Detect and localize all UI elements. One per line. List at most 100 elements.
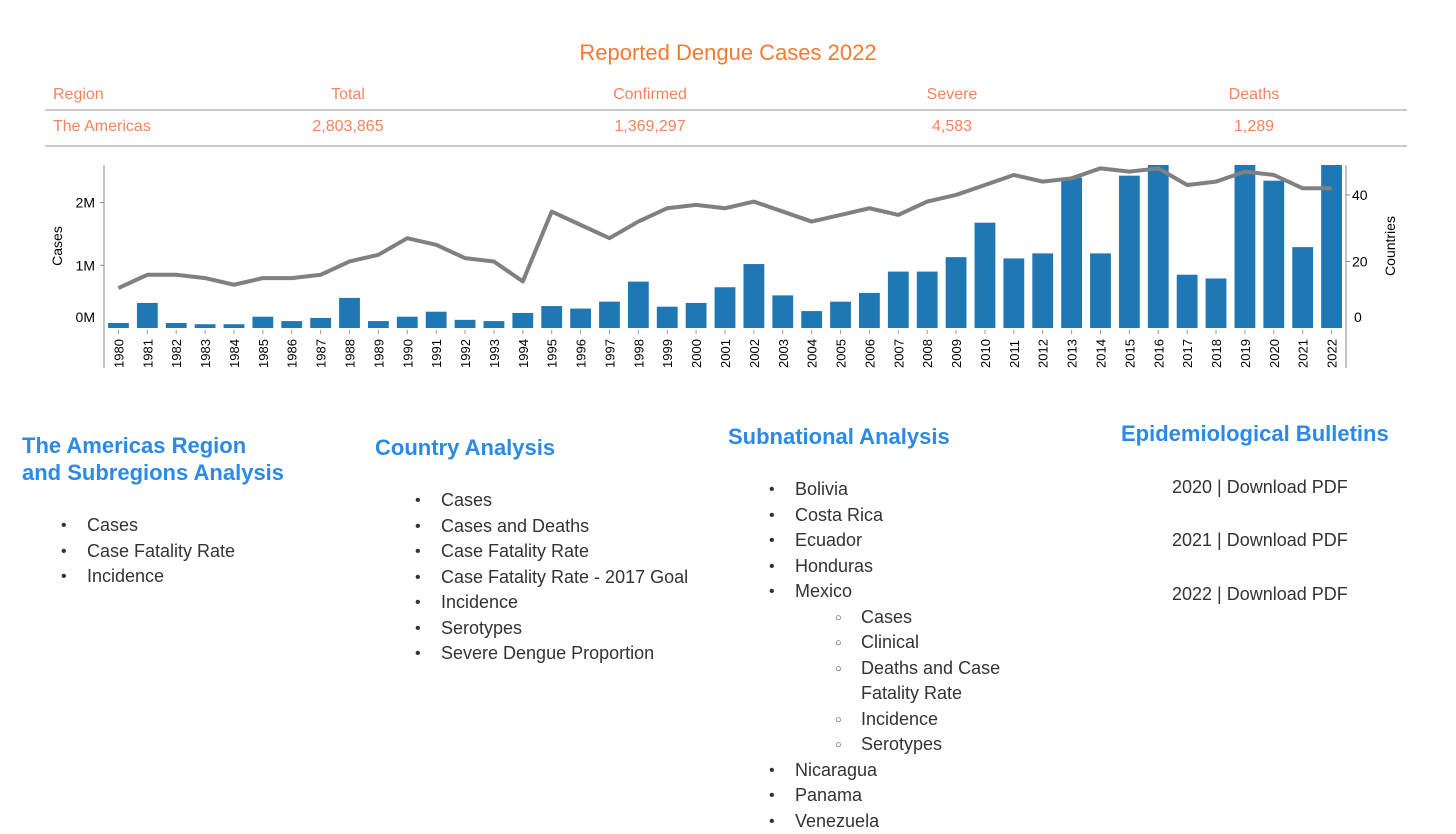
- x-tick-label: 2022: [1325, 339, 1340, 368]
- y-tick-label: 2M: [76, 195, 95, 211]
- x-tick-label: 2002: [747, 339, 762, 368]
- bar-2005: [830, 302, 851, 328]
- bar-2003: [772, 295, 793, 328]
- bar-1994: [512, 313, 533, 328]
- list-item[interactable]: Serotypes: [441, 616, 688, 642]
- bar-1999: [657, 307, 678, 328]
- x-tick-label: 2011: [1007, 340, 1022, 368]
- x-tick-label: 1980: [111, 339, 126, 368]
- bar-2020: [1263, 181, 1284, 328]
- x-tick-label: 2000: [689, 339, 704, 368]
- bar-2009: [946, 257, 967, 328]
- bar-2014: [1090, 253, 1111, 328]
- list-item[interactable]: Incidence: [441, 590, 688, 616]
- bar-1998: [628, 282, 649, 328]
- x-tick-label: 1990: [400, 339, 415, 368]
- section-heading-subnational[interactable]: Subnational Analysis: [728, 423, 950, 450]
- bar-1996: [570, 309, 591, 328]
- sub-list-item[interactable]: Incidence: [795, 707, 1000, 733]
- bar-2007: [888, 272, 909, 328]
- bar-2021: [1292, 247, 1313, 328]
- bar-1988: [339, 298, 360, 328]
- list-item[interactable]: Honduras: [795, 554, 1000, 580]
- list-item[interactable]: Nicaragua: [795, 758, 1000, 784]
- section-heading-americas[interactable]: The Americas Region and Subregions Analy…: [22, 432, 284, 486]
- sub-list-item[interactable]: Deaths and Case: [795, 656, 1000, 682]
- bar-1986: [281, 321, 302, 328]
- bar-1992: [455, 320, 476, 328]
- bar-2013: [1061, 178, 1082, 328]
- bar-2004: [801, 311, 822, 328]
- x-tick-label: 2012: [1036, 339, 1051, 368]
- bar-1993: [484, 321, 505, 328]
- bar-1982: [166, 323, 187, 328]
- x-tick-label: 2020: [1267, 339, 1282, 368]
- list-item[interactable]: Costa Rica: [795, 503, 1000, 529]
- x-tick-label: 2006: [862, 339, 877, 368]
- section-heading-bulletins: Epidemiological Bulletins: [1121, 420, 1389, 447]
- x-tick-label: 2021: [1296, 339, 1311, 368]
- subnational-list: Bolivia Costa Rica Ecuador Honduras Mexi…: [795, 477, 1000, 834]
- x-tick-label: 2009: [949, 339, 964, 368]
- bar-2015: [1119, 176, 1140, 328]
- bulletin-2020-link[interactable]: 2020 | Download PDF: [1172, 477, 1348, 498]
- list-item[interactable]: Incidence: [87, 564, 235, 590]
- bar-2019: [1235, 165, 1256, 328]
- x-tick-label: 1985: [256, 339, 271, 368]
- x-tick-label: 1983: [198, 339, 213, 368]
- bar-1985: [252, 317, 273, 328]
- bar-1990: [397, 317, 418, 328]
- x-tick-label: 2008: [920, 339, 935, 368]
- list-item[interactable]: Venezuela: [795, 809, 1000, 834]
- x-tick-label: 1989: [371, 339, 386, 368]
- list-item[interactable]: Cases: [441, 488, 688, 514]
- x-tick-label: 1998: [631, 339, 646, 368]
- sub-list-item[interactable]: Cases: [795, 605, 1000, 631]
- bulletin-2021-link[interactable]: 2021 | Download PDF: [1172, 530, 1348, 551]
- bar-2006: [859, 293, 880, 328]
- bar-2000: [686, 303, 707, 328]
- x-tick-label: 1996: [574, 339, 589, 368]
- sub-list-item[interactable]: Serotypes: [795, 732, 1000, 758]
- x-tick-label: 2017: [1180, 339, 1195, 368]
- x-tick-label: 1999: [660, 339, 675, 368]
- y2-tick-label: 0: [1354, 309, 1362, 325]
- list-item[interactable]: Panama: [795, 783, 1000, 809]
- x-tick-label: 2005: [834, 339, 849, 368]
- list-item[interactable]: Ecuador: [795, 528, 1000, 554]
- x-tick-label: 2016: [1151, 339, 1166, 368]
- x-tick-label: 2018: [1209, 339, 1224, 368]
- y2-tick-label: 20: [1352, 253, 1368, 269]
- list-item[interactable]: Cases: [87, 513, 235, 539]
- bar-1989: [368, 321, 389, 328]
- list-item[interactable]: Bolivia: [795, 477, 1000, 503]
- list-item[interactable]: Severe Dengue Proportion: [441, 641, 688, 667]
- americas-list: Cases Case Fatality Rate Incidence: [87, 513, 235, 590]
- bar-1997: [599, 302, 620, 328]
- list-item[interactable]: Mexico: [795, 579, 1000, 605]
- section-heading-country[interactable]: Country Analysis: [375, 434, 555, 461]
- bar-2001: [715, 287, 736, 328]
- sub-list-item[interactable]: Clinical: [795, 630, 1000, 656]
- x-tick-label: 1992: [458, 339, 473, 368]
- y-tick-label: 1M: [76, 257, 95, 273]
- list-item[interactable]: Cases and Deaths: [441, 514, 688, 540]
- bar-2012: [1032, 253, 1053, 328]
- list-item[interactable]: Case Fatality Rate: [441, 539, 688, 565]
- x-tick-label: 1994: [516, 339, 531, 368]
- bar-1984: [224, 324, 245, 328]
- country-list: Cases Cases and Deaths Case Fatality Rat…: [441, 488, 688, 667]
- list-item[interactable]: Case Fatality Rate - 2017 Goal: [441, 565, 688, 591]
- y2-tick-label: 40: [1352, 187, 1368, 203]
- bar-1987: [310, 318, 331, 328]
- bar-2011: [1003, 258, 1024, 328]
- x-tick-label: 2004: [805, 339, 820, 368]
- x-tick-label: 1993: [487, 339, 502, 368]
- heading-line: and Subregions Analysis: [22, 459, 284, 486]
- sub-list-item-continued[interactable]: Fatality Rate: [795, 681, 1000, 707]
- bar-1991: [426, 312, 447, 328]
- list-item[interactable]: Case Fatality Rate: [87, 539, 235, 565]
- bar-1983: [195, 324, 216, 328]
- bulletin-2022-link[interactable]: 2022 | Download PDF: [1172, 584, 1348, 605]
- x-tick-label: 1986: [285, 339, 300, 368]
